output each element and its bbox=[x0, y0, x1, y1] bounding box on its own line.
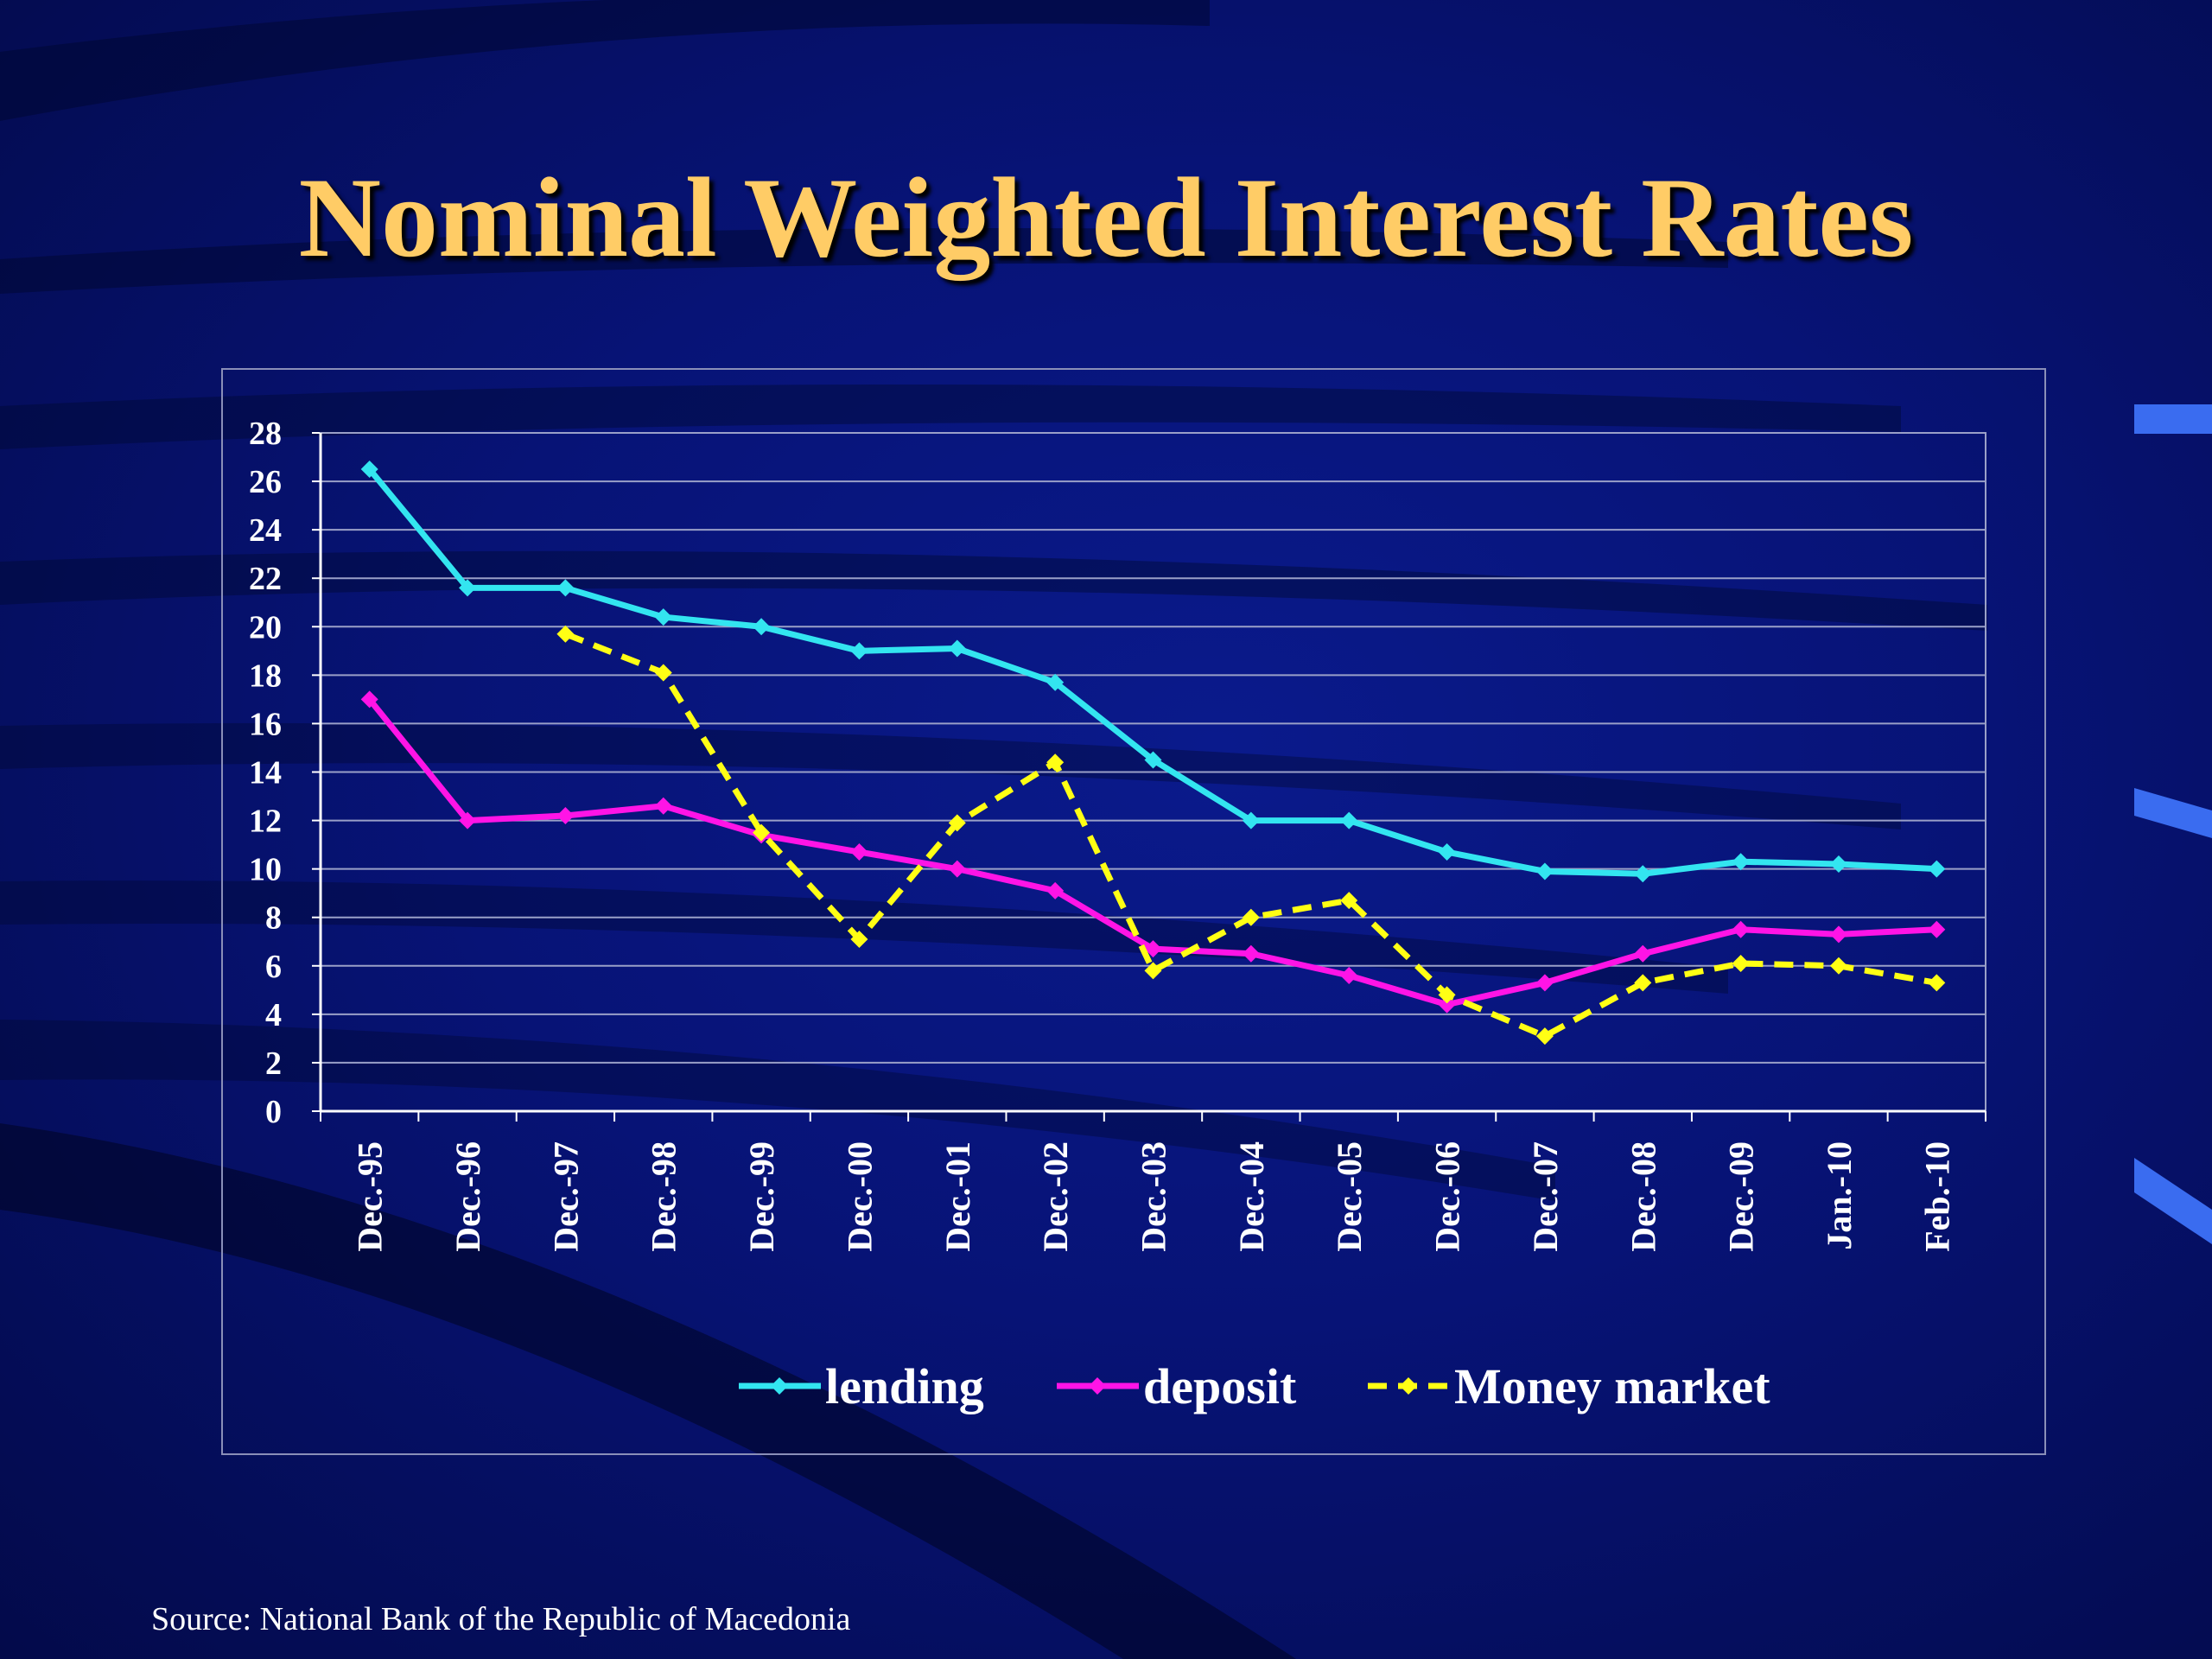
lending-point bbox=[850, 642, 868, 660]
lending-point bbox=[1046, 673, 1065, 691]
x-tick-label: Dec.-96 bbox=[448, 1141, 487, 1252]
y-tick-label: 26 bbox=[249, 464, 282, 500]
x-tick-label: Dec.-05 bbox=[1330, 1141, 1369, 1252]
y-tick-label: 28 bbox=[249, 416, 282, 452]
money-market-point bbox=[1634, 974, 1652, 992]
x-tick-label: Feb.-10 bbox=[1917, 1141, 1956, 1252]
y-tick-label: 24 bbox=[249, 512, 282, 549]
x-tick-label: Dec.-95 bbox=[351, 1141, 390, 1252]
money-market-point bbox=[753, 823, 771, 842]
deposit-point bbox=[1928, 920, 1946, 938]
money-market-point bbox=[1732, 954, 1750, 972]
chart-frame bbox=[221, 368, 2046, 1455]
lending-point bbox=[556, 579, 575, 597]
deposit-point bbox=[1535, 974, 1554, 992]
legend-label-lending: lending bbox=[825, 1358, 984, 1414]
x-tick-label: Dec.-98 bbox=[645, 1141, 683, 1252]
lending-point bbox=[1535, 862, 1554, 880]
lending-point bbox=[1829, 855, 1847, 874]
lending-point bbox=[1144, 751, 1162, 769]
y-tick-label: 2 bbox=[265, 1046, 282, 1082]
x-tick-label: Dec.-02 bbox=[1036, 1141, 1075, 1252]
money-market-point bbox=[1340, 892, 1358, 910]
deposit-point bbox=[1634, 944, 1652, 963]
deposit-point bbox=[1829, 925, 1847, 944]
lending-point bbox=[360, 461, 378, 479]
y-tick-label: 16 bbox=[249, 706, 282, 742]
y-tick-label: 14 bbox=[249, 755, 282, 791]
x-tick-label: Dec.-01 bbox=[938, 1141, 977, 1252]
deposit-point bbox=[360, 690, 378, 709]
slide-title: Nominal Weighted Interest Rates bbox=[298, 154, 1914, 281]
deposit-point bbox=[556, 806, 575, 824]
x-tick-label: Dec.-08 bbox=[1624, 1141, 1662, 1252]
x-tick-label: Dec.-03 bbox=[1135, 1141, 1173, 1252]
lending-point bbox=[1340, 811, 1358, 830]
x-tick-label: Dec.-99 bbox=[742, 1141, 781, 1252]
money-market-point bbox=[654, 664, 672, 682]
money-market-point bbox=[948, 814, 966, 832]
y-tick-label: 18 bbox=[249, 658, 282, 694]
deposit-point bbox=[1144, 940, 1162, 958]
x-tick-label: Dec.-04 bbox=[1232, 1141, 1271, 1252]
lending-point bbox=[1928, 860, 1946, 878]
deposit-point bbox=[654, 797, 672, 815]
money-market-point bbox=[556, 625, 575, 643]
money-market-point bbox=[1242, 908, 1260, 926]
deposit-line bbox=[366, 697, 1937, 1008]
lending-point bbox=[1242, 811, 1260, 830]
deposit-point bbox=[459, 811, 477, 830]
x-tick-label: Dec.-00 bbox=[840, 1141, 879, 1252]
y-tick-label: 8 bbox=[265, 900, 282, 937]
money-market-point bbox=[850, 930, 868, 948]
deposit-point bbox=[1242, 944, 1260, 963]
y-tick-label: 10 bbox=[249, 852, 282, 888]
x-tick-label: Dec.-97 bbox=[546, 1141, 585, 1252]
deposit-point bbox=[1732, 920, 1750, 938]
deposit-point bbox=[1340, 967, 1358, 984]
lending-point bbox=[1634, 865, 1652, 883]
money-market-point bbox=[1438, 986, 1456, 1004]
y-tick-label: 0 bbox=[265, 1094, 282, 1130]
money-market-point bbox=[1829, 957, 1847, 975]
lending-point bbox=[1438, 843, 1456, 861]
y-tick-label: 20 bbox=[249, 609, 282, 645]
y-tick-label: 6 bbox=[265, 949, 282, 985]
source-note: Source: National Bank of the Republic of… bbox=[151, 1601, 851, 1637]
legend-marker-money-market bbox=[1400, 1377, 1417, 1395]
x-tick-label: Dec.-07 bbox=[1526, 1141, 1565, 1252]
lending-point bbox=[1732, 853, 1750, 871]
legend-marker-deposit bbox=[1089, 1377, 1106, 1395]
y-tick-label: 12 bbox=[249, 804, 282, 840]
money-market-point bbox=[1144, 962, 1162, 980]
lending-point bbox=[753, 618, 771, 636]
legend-label-money-market: Money market bbox=[1454, 1358, 1770, 1414]
legend-label-deposit: deposit bbox=[1143, 1358, 1297, 1414]
deposit-point bbox=[1438, 995, 1456, 1014]
money-market-point bbox=[1535, 1027, 1554, 1046]
x-tick-label: Dec.-06 bbox=[1428, 1141, 1467, 1252]
deposit-point bbox=[948, 860, 966, 878]
x-tick-label: Dec.-09 bbox=[1722, 1141, 1761, 1252]
deposit-point bbox=[850, 843, 868, 861]
legend-marker-lending bbox=[771, 1377, 788, 1395]
lending-point bbox=[459, 579, 477, 597]
lending-point bbox=[654, 608, 672, 626]
lending-point bbox=[948, 639, 966, 658]
deposit-point bbox=[1046, 881, 1065, 899]
y-tick-label: 22 bbox=[249, 561, 282, 597]
money-market-point bbox=[1046, 753, 1065, 772]
x-tick-label: Jan.-10 bbox=[1820, 1141, 1859, 1250]
money-market-point bbox=[1928, 974, 1946, 992]
y-tick-label: 4 bbox=[265, 997, 282, 1033]
